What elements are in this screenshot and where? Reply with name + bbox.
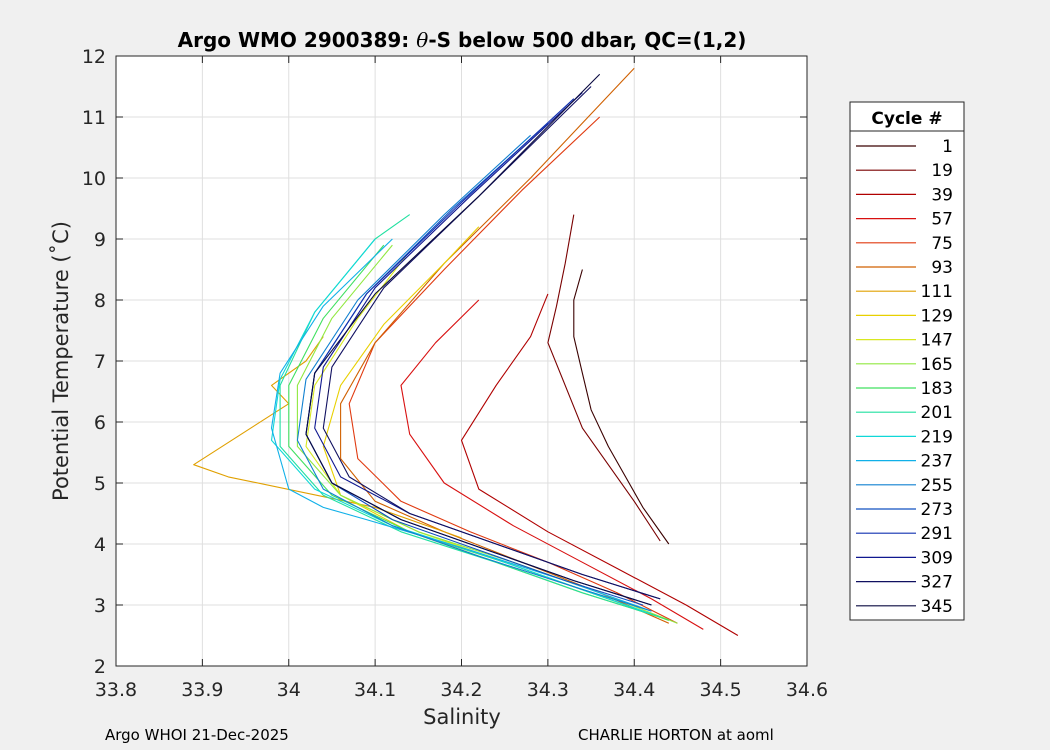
y-tick-label: 12	[82, 46, 106, 68]
series-line-cycle-39	[460, 293, 739, 636]
y-tick-label: 8	[94, 290, 106, 312]
x-tick-label: 34.3	[527, 679, 569, 701]
x-tick-label: 34.5	[699, 679, 741, 701]
chart-title-suffix: -S below 500 dbar, QC=(1,2)	[428, 28, 746, 52]
legend-label-cycle-237: 237	[921, 452, 953, 472]
legend-label-cycle-255: 255	[921, 476, 953, 496]
series-line-cycle-237	[270, 238, 652, 612]
x-tick-label: 34.4	[613, 679, 655, 701]
series-line-cycle-255	[296, 134, 652, 612]
legend-label-cycle-129: 129	[921, 306, 953, 326]
legend-label-cycle-19: 19	[931, 161, 953, 181]
legend-label-cycle-165: 165	[921, 355, 953, 375]
series-line-cycle-345	[305, 73, 652, 606]
y-tick-label: 2	[94, 656, 106, 678]
series-line-cycle-327	[322, 86, 661, 600]
series-line-cycle-111	[193, 336, 462, 539]
x-tick-label: 34	[277, 679, 301, 701]
legend-title: Cycle #	[871, 109, 942, 129]
footer-right: CHARLIE HORTON at aoml	[578, 726, 774, 744]
y-tick-label: 10	[82, 168, 106, 190]
legend-entries: 1 19 39 57 75 93 111 129 147 165 183 201 219 237 255 27…	[856, 137, 953, 617]
chart-title-prefix: Argo WMO 2900389:	[178, 28, 417, 52]
series-line-cycle-93	[340, 67, 670, 624]
y-tick-label: 9	[94, 229, 106, 251]
legend-label-cycle-1: 1	[942, 137, 953, 157]
y-tick-labels: 2 3 4 5 6 7 8 9 10 11 12	[82, 46, 106, 678]
x-axis-label: Salinity	[423, 705, 501, 729]
x-tick-label: 34.6	[786, 679, 828, 701]
legend-label-cycle-201: 201	[921, 403, 953, 423]
y-tick-label: 5	[94, 473, 106, 495]
legend-label-cycle-93: 93	[931, 258, 953, 278]
legend-label-cycle-39: 39	[931, 185, 953, 205]
y-tick-label: 4	[94, 534, 106, 556]
series-line-cycle-219	[270, 238, 652, 615]
legend-label-cycle-273: 273	[921, 500, 953, 520]
legend-label-cycle-111: 111	[921, 282, 953, 302]
legend-label-cycle-327: 327	[921, 573, 953, 593]
footer-left: Argo WHOI 21-Dec-2025	[105, 726, 289, 744]
x-tick-label: 34.1	[354, 679, 396, 701]
series-line-cycle-57	[400, 299, 704, 630]
legend-label-cycle-57: 57	[931, 210, 953, 230]
x-tick-label: 33.9	[181, 679, 223, 701]
legend-label-cycle-219: 219	[921, 427, 953, 447]
x-tick-labels: 33.8 33.9 34 34.1 34.2 34.3 34.4 34.5 34.6	[95, 679, 828, 701]
ticks	[115, 55, 808, 667]
x-tick-label: 33.8	[95, 679, 137, 701]
legend: Cycle # 1 19 39 57 75 93 111 129 147 165 183 201 219…	[849, 101, 965, 621]
chart-title: Argo WMO 2900389: θ-S below 500 dbar, QC…	[178, 28, 747, 52]
series-layer	[193, 67, 739, 636]
y-tick-label: 3	[94, 595, 106, 617]
y-axis-label: Potential Temperature (˚C)	[49, 221, 73, 501]
series-line-cycle-1	[573, 269, 670, 545]
legend-label-cycle-309: 309	[921, 548, 953, 568]
chart-title-theta: θ	[416, 28, 428, 52]
legend-label-cycle-345: 345	[921, 597, 953, 617]
y-tick-label: 6	[94, 412, 106, 434]
legend-label-cycle-75: 75	[931, 234, 953, 254]
legend-label-cycle-291: 291	[921, 524, 953, 544]
y-tick-label: 7	[94, 351, 106, 373]
x-tick-label: 34.2	[440, 679, 482, 701]
series-line-cycle-75	[348, 116, 678, 624]
y-tick-label: 11	[82, 107, 106, 129]
series-line-cycle-19	[547, 214, 661, 542]
legend-label-cycle-183: 183	[921, 379, 953, 399]
legend-label-cycle-147: 147	[921, 331, 953, 351]
